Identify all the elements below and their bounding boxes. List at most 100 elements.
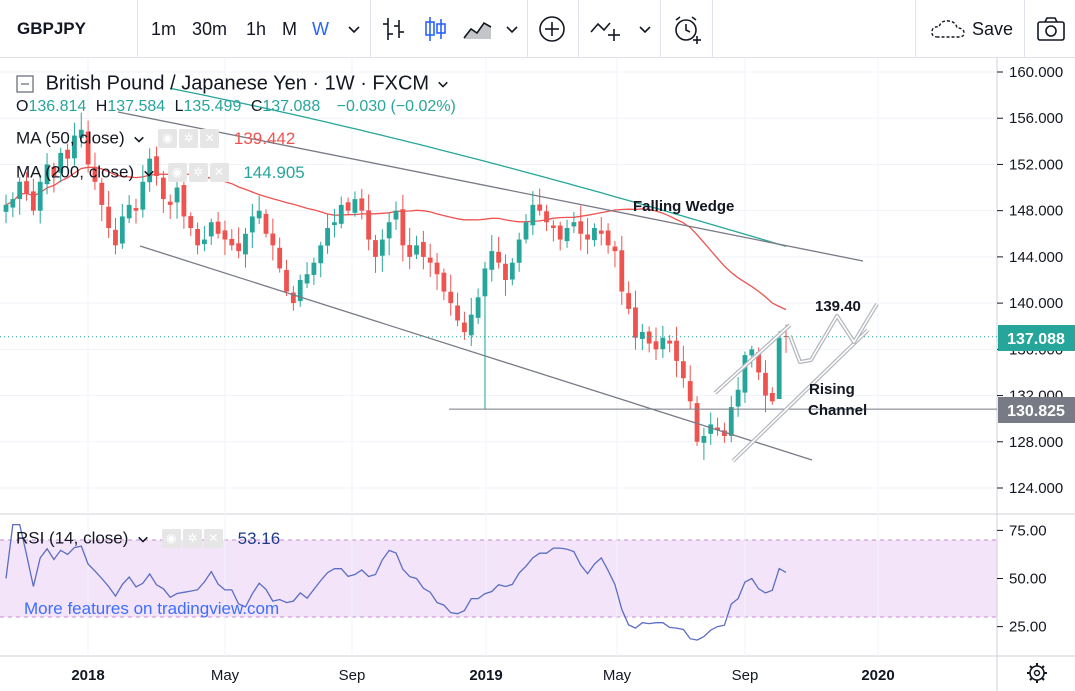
settings-gear-icon[interactable] bbox=[1027, 663, 1047, 683]
collapse-legend-icon[interactable] bbox=[16, 75, 34, 93]
candle-body bbox=[516, 239, 522, 263]
ma50-visibility-eye-icon[interactable]: ◉ bbox=[158, 129, 178, 149]
time-tick-label: May bbox=[211, 667, 240, 684]
candle-body bbox=[85, 131, 91, 165]
close-value: 137.088 bbox=[262, 98, 321, 115]
candle-body bbox=[468, 314, 474, 336]
candle-body bbox=[503, 263, 508, 280]
candle-body bbox=[783, 336, 789, 338]
rsi-settings-gear-icon[interactable]: ✲ bbox=[182, 529, 202, 549]
candle-body bbox=[653, 341, 659, 350]
candle-body bbox=[564, 228, 570, 242]
rsi-dropdown-chevron-icon[interactable] bbox=[137, 533, 149, 545]
candle-body bbox=[544, 211, 549, 223]
ma200-visibility-eye-icon[interactable]: ◉ bbox=[167, 163, 187, 183]
top-toolbar: GBPJPY 1m 30m 1h M W Save bbox=[0, 0, 1075, 58]
interval-month[interactable]: M bbox=[282, 19, 297, 39]
area-chart-type-icon[interactable] bbox=[460, 12, 494, 46]
candle-body bbox=[633, 307, 638, 338]
bar-chart-type-icon[interactable] bbox=[377, 12, 411, 46]
candle-body bbox=[154, 156, 159, 176]
rsi-label: RSI (14, close) bbox=[16, 528, 129, 548]
candle-body bbox=[462, 322, 467, 332]
candle-body bbox=[318, 245, 324, 264]
rsi-remove-close-icon[interactable]: ✕ bbox=[203, 529, 223, 549]
snapshot-camera-icon[interactable] bbox=[1034, 12, 1068, 46]
rising-channel-lower-line-inner bbox=[732, 329, 869, 462]
rsi-line bbox=[5, 523, 787, 641]
candle-body bbox=[51, 166, 57, 176]
open-label: O bbox=[16, 98, 29, 115]
rising-channel-label-2: Channel bbox=[808, 402, 867, 419]
candle-body bbox=[776, 337, 782, 399]
interval-1m[interactable]: 1m bbox=[151, 19, 177, 39]
interval-dropdown-chevron-icon[interactable] bbox=[347, 22, 361, 36]
candle-body bbox=[174, 187, 180, 203]
ma50-settings-gear-icon[interactable]: ✲ bbox=[179, 129, 199, 149]
interval-week[interactable]: W bbox=[312, 19, 329, 39]
candle-body bbox=[78, 129, 84, 138]
ma200-remove-close-icon[interactable]: ✕ bbox=[209, 163, 229, 183]
tradingview-watermark-link[interactable]: More features on tradingview.com bbox=[24, 599, 280, 618]
candle-body bbox=[414, 245, 419, 255]
candle-body bbox=[674, 340, 679, 361]
candle-body bbox=[10, 199, 16, 208]
chart-type-dropdown-chevron-icon[interactable] bbox=[505, 22, 519, 36]
candle-body bbox=[728, 407, 734, 436]
candle-body bbox=[72, 135, 77, 159]
ma200-line bbox=[170, 87, 787, 248]
candle-body bbox=[140, 181, 146, 210]
candle-body bbox=[366, 210, 372, 240]
cloud-save-icon[interactable] bbox=[928, 12, 968, 46]
interval-30m[interactable]: 30m bbox=[192, 19, 228, 39]
chart-title: British Pound / Japanese Yen · 1W · FXCM bbox=[45, 72, 430, 95]
ma200-settings-gear-icon[interactable]: ✲ bbox=[188, 163, 208, 183]
rsi-tick-label: 50.00 bbox=[1009, 571, 1047, 588]
support-price-tag: 130.825 bbox=[998, 397, 1075, 423]
candle-body bbox=[359, 198, 365, 211]
ma50-remove-close-icon[interactable]: ✕ bbox=[200, 129, 220, 149]
candles-chart-type-icon[interactable] bbox=[418, 12, 452, 46]
candle-body bbox=[612, 246, 618, 252]
svg-text:130.825: 130.825 bbox=[1007, 403, 1065, 420]
candle-body bbox=[30, 191, 36, 211]
save-button[interactable]: Save bbox=[972, 19, 1014, 39]
candle-body bbox=[530, 204, 536, 226]
candle-body bbox=[475, 297, 481, 318]
candle-body bbox=[605, 230, 611, 246]
candle-body bbox=[229, 238, 235, 246]
candle-body bbox=[37, 181, 43, 211]
candle-body bbox=[126, 204, 132, 219]
compare-symbol-icon[interactable] bbox=[588, 12, 622, 46]
price-tick-label: 124.000 bbox=[1009, 480, 1063, 497]
ma50-dropdown-chevron-icon[interactable] bbox=[133, 133, 145, 145]
rsi-visibility-eye-icon[interactable]: ◉ bbox=[161, 529, 181, 549]
ma200-dropdown-chevron-icon[interactable] bbox=[143, 167, 155, 179]
candle-body bbox=[3, 204, 9, 212]
candle-body bbox=[379, 239, 385, 256]
candle-body bbox=[660, 337, 666, 350]
candle-body bbox=[106, 206, 112, 228]
candle-body bbox=[537, 204, 543, 211]
rising-channel-label: Rising bbox=[809, 381, 855, 398]
candle-body bbox=[708, 424, 714, 434]
price-tick-label: 140.000 bbox=[1009, 295, 1063, 312]
interval-1h[interactable]: 1h bbox=[246, 19, 267, 39]
candle-body bbox=[482, 268, 488, 297]
candle-body bbox=[236, 243, 242, 252]
change-value: −0.030 (−0.02%) bbox=[336, 98, 456, 115]
add-indicator-plus-icon[interactable] bbox=[535, 12, 569, 46]
rsi-tick-label: 25.00 bbox=[1009, 619, 1047, 636]
candle-body bbox=[325, 228, 330, 246]
time-tick-label: May bbox=[603, 667, 632, 684]
falling-wedge-upper-line bbox=[117, 111, 864, 262]
symbol-name[interactable]: GBPJPY bbox=[17, 19, 86, 38]
alert-clock-icon[interactable] bbox=[670, 12, 704, 46]
candle-body bbox=[523, 222, 529, 240]
symbol-dropdown-chevron-icon[interactable] bbox=[437, 78, 449, 90]
candle-body bbox=[455, 305, 460, 321]
compare-dropdown-chevron-icon[interactable] bbox=[638, 22, 652, 36]
falling-wedge-label: Falling Wedge bbox=[633, 198, 734, 215]
rising-channel-upper-line-inner bbox=[714, 324, 791, 394]
